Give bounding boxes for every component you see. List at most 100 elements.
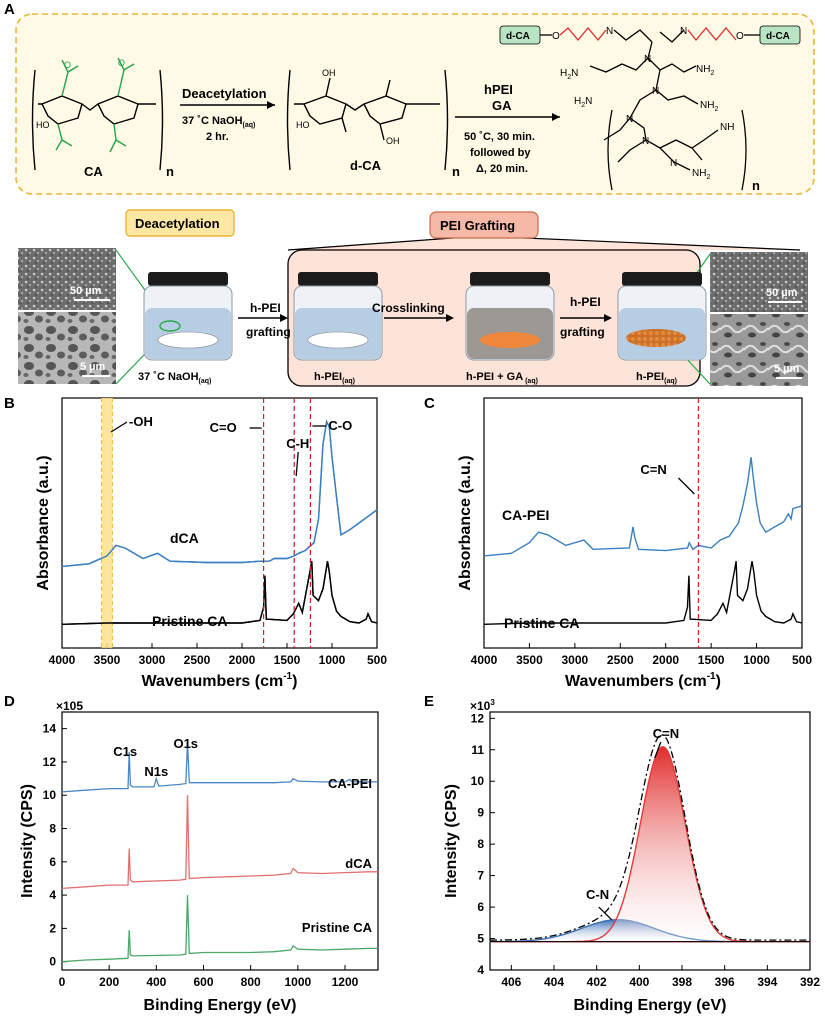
y-tick-label: 12 — [43, 755, 57, 769]
svg-text:NH2: NH2 — [692, 168, 710, 181]
y-tick-label: 6 — [477, 900, 484, 914]
x-tick-label: 1000 — [284, 975, 311, 989]
annotation-label: C-O — [328, 418, 352, 433]
pei-bracket-right — [741, 109, 747, 191]
x-tick-label: 2000 — [652, 653, 679, 667]
peak-label: O1s — [173, 736, 198, 751]
plot-frame — [489, 711, 811, 971]
y-tick-label: 4 — [49, 888, 56, 902]
x-tick-label: 398 — [672, 975, 692, 989]
plot-frame — [61, 397, 378, 649]
x-tick-label: 0 — [59, 975, 66, 989]
peak-component — [490, 745, 810, 943]
peak-label-arrow — [654, 741, 662, 759]
x-tick-label: 3000 — [562, 653, 589, 667]
y-multiplier: ×103 — [470, 698, 495, 713]
arrow3-top: h-PEI — [570, 295, 601, 309]
dca-n-label: n — [452, 164, 460, 179]
y-tick-label: 8 — [477, 837, 484, 851]
panel-letter-e: E — [424, 693, 434, 710]
dca-molecule — [286, 69, 449, 171]
pei-bracket-left — [607, 109, 613, 191]
y-axis-label: Absorbance (a.u.) — [457, 455, 474, 590]
svg-text:O: O — [552, 31, 560, 42]
peak-label: C=N — [653, 726, 679, 741]
jar-1-label: 37 ˚C NaOH(aq) — [138, 371, 211, 385]
svg-text:N: N — [670, 158, 677, 169]
y-axis-label: Intensity (CPS) — [19, 784, 36, 898]
x-tick-label: 200 — [99, 975, 119, 989]
y-tick-label: 2 — [49, 921, 56, 935]
svg-text:50 µm: 50 µm — [766, 287, 798, 299]
y-tick-label: 10 — [43, 788, 57, 802]
x-tick-label: 392 — [800, 975, 820, 989]
svg-text:NH2: NH2 — [696, 64, 714, 77]
dca-atom-oh: OH — [386, 136, 400, 146]
dca-atom-oh: OH — [322, 68, 336, 78]
arrow1-top: h-PEI — [250, 301, 281, 315]
peak-label: C1s — [113, 744, 137, 759]
annotation-label: C-H — [286, 436, 309, 451]
svg-text:PEI Grafting: PEI Grafting — [440, 218, 515, 233]
series-line — [61, 895, 378, 963]
y-multiplier: ×105 — [56, 699, 83, 713]
pei-triangle — [287, 235, 801, 251]
panel-letter-c: C — [424, 395, 435, 412]
y-tick-label: 14 — [43, 722, 57, 736]
ftir-chart-c: 4000 3500 3000 2500 2000 1500 1000 500 Wavenumbe… — [457, 397, 812, 690]
ca-atom-o: O — [64, 60, 71, 70]
x-tick-label: 1500 — [274, 653, 301, 667]
series-line — [61, 419, 378, 568]
x-axis-label: Binding Energy (eV) — [574, 997, 727, 1014]
step2-title1: hPEI — [484, 82, 513, 97]
y-tick-label: 6 — [49, 855, 56, 869]
sem-right-bottom — [710, 314, 808, 386]
envelope-fit — [490, 734, 810, 941]
x-axis-label: Wavenumbers (cm-1) — [565, 671, 721, 690]
series-label: dCA — [345, 856, 372, 871]
x-tick-label: 404 — [544, 975, 564, 989]
series-line — [483, 457, 803, 557]
jar-1 — [143, 272, 233, 361]
pei-grafting-tag — [429, 211, 539, 239]
x-tick-label: 2500 — [607, 653, 634, 667]
svg-text:N: N — [680, 26, 687, 37]
x-tick-label: 3500 — [516, 653, 543, 667]
sem-left-bottom — [18, 312, 116, 384]
jar-4-label: h-PEI(aq) — [636, 371, 677, 385]
deacetylation-tag — [125, 209, 235, 237]
svg-text:d-CA: d-CA — [506, 31, 530, 42]
x-tick-label: 396 — [715, 975, 735, 989]
step1-title: Deacetylation — [182, 86, 267, 101]
y-tick-label: 12 — [471, 711, 485, 725]
x-tick-label: 500 — [367, 653, 387, 667]
ca-label: CA — [84, 164, 103, 179]
peak-label: N1s — [144, 764, 168, 779]
jar-2-label: h-PEI(aq) — [314, 371, 355, 385]
y-tick-label: 8 — [49, 822, 56, 836]
series-label: Pristine CA — [152, 613, 227, 629]
jar-3-label: h-PEI + GA (aq) — [466, 371, 538, 385]
step2-title2: GA — [492, 98, 512, 113]
panel-letter-d: D — [4, 693, 15, 710]
xps-survey-chart-d: 0 200 400 600 800 1000 1200 0 2 4 6 8 10 12 14 Binding … — [19, 699, 379, 1014]
svg-text:Deacetylation: Deacetylation — [135, 216, 220, 231]
y-axis-label: Absorbance (a.u.) — [35, 455, 52, 590]
ca-atom-ho: HO — [36, 120, 50, 130]
jar-3 — [465, 272, 555, 361]
ca-n-label: n — [166, 164, 174, 179]
ftir-chart-b: 4000 3500 3000 2500 2000 1500 1000 500 Wavenumbe… — [35, 397, 387, 690]
step1-cond1: 37 ˚C NaOH(aq) — [182, 115, 255, 129]
pei-n-label: n — [752, 178, 760, 193]
ca-acetyl-groups — [55, 57, 135, 153]
jar-2 — [293, 272, 383, 361]
annotation-arrow — [110, 421, 128, 433]
y-tick-label: 10 — [471, 774, 485, 788]
y-axis-label: Intensity (CPS) — [443, 784, 460, 898]
svg-text:N: N — [642, 136, 649, 147]
series-line — [483, 561, 803, 625]
x-tick-label: 4000 — [471, 653, 498, 667]
y-tick-label: 0 — [49, 955, 56, 969]
x-tick-label: 3000 — [139, 653, 166, 667]
y-tick-label: 11 — [471, 743, 484, 757]
